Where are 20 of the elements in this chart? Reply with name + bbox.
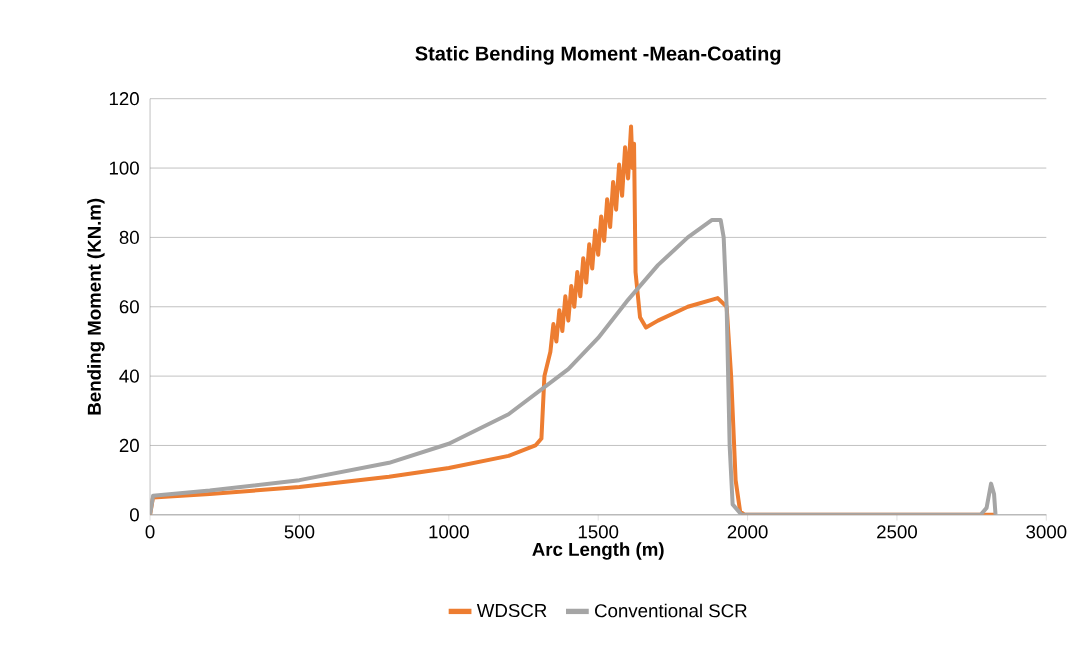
x-tick-label: 500 bbox=[284, 525, 315, 539]
x-tick-label: 1500 bbox=[578, 525, 619, 539]
x-tick-label: 2000 bbox=[727, 525, 768, 539]
legend-label: WDSCR bbox=[476, 604, 547, 618]
line-series bbox=[150, 218, 998, 516]
y-tick-label: 20 bbox=[119, 439, 139, 453]
legend-label: Conventional SCR bbox=[595, 603, 747, 618]
x-tick-label: 3000 bbox=[1026, 525, 1067, 539]
x-tick-label: 2500 bbox=[877, 525, 917, 539]
x-tick-label: 1000 bbox=[429, 525, 469, 539]
y-axis-title: Bending Moment (KN.m) bbox=[87, 199, 105, 415]
y-tick-label: 80 bbox=[119, 231, 139, 245]
y-tick-label: 120 bbox=[109, 92, 139, 106]
x-axis-title: Arc Length (m) bbox=[532, 542, 664, 560]
chart-title: Static Bending Moment -Mean-Coating bbox=[415, 46, 781, 65]
x-tick-label: 0 bbox=[145, 525, 155, 539]
y-tick-label: 100 bbox=[109, 161, 139, 175]
y-tick-label: 0 bbox=[129, 508, 139, 522]
y-tick-label: 60 bbox=[119, 300, 139, 314]
y-tick-label: 40 bbox=[119, 369, 139, 383]
